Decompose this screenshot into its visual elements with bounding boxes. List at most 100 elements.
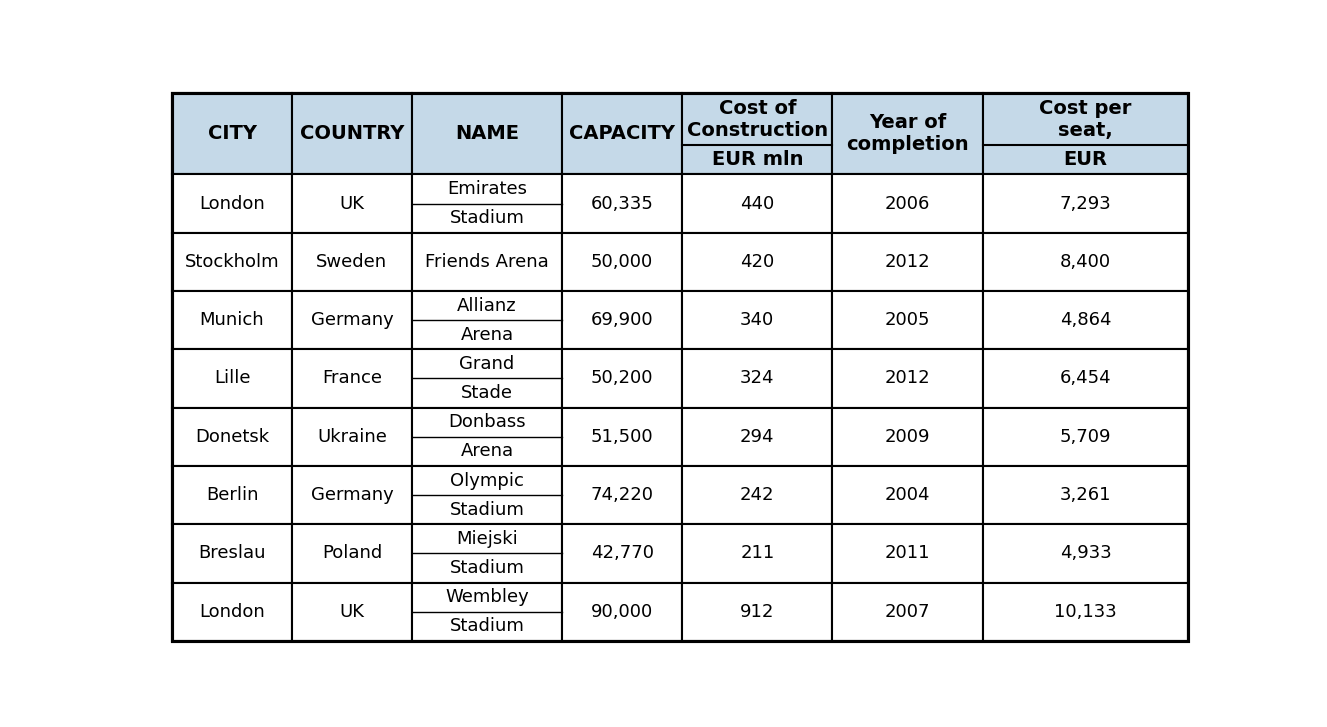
Bar (173, 350, 292, 408)
Bar (983, 582, 1188, 641)
Text: 51,500: 51,500 (591, 427, 653, 446)
Bar (682, 233, 832, 291)
Bar (411, 524, 563, 582)
Text: Grand: Grand (459, 355, 515, 373)
Bar (682, 466, 832, 524)
Text: 7,293: 7,293 (1059, 195, 1111, 212)
Bar (411, 291, 563, 350)
Bar (682, 93, 832, 174)
Text: Stade: Stade (460, 384, 514, 402)
Text: Arena: Arena (460, 326, 514, 344)
Text: London: London (199, 603, 265, 621)
Text: Poland: Poland (321, 545, 382, 563)
Bar (411, 350, 563, 408)
Text: Donbass: Donbass (449, 413, 525, 431)
Text: 8,400: 8,400 (1060, 253, 1111, 271)
Bar (292, 291, 411, 350)
Bar (832, 350, 983, 408)
Text: UK: UK (340, 195, 365, 212)
Text: COUNTRY: COUNTRY (300, 124, 405, 143)
Bar (173, 291, 292, 350)
Bar (682, 408, 832, 466)
Text: Stadium: Stadium (450, 559, 524, 577)
Bar (563, 408, 682, 466)
Text: Ukraine: Ukraine (317, 427, 387, 446)
Text: 2012: 2012 (885, 253, 930, 271)
Bar (173, 524, 292, 582)
Text: Donetsk: Donetsk (195, 427, 269, 446)
Bar (983, 233, 1188, 291)
Bar (563, 466, 682, 524)
Text: 324: 324 (740, 369, 775, 387)
Bar (411, 466, 563, 524)
Text: 211: 211 (740, 545, 775, 563)
Text: Cost of
Construction: Cost of Construction (687, 99, 828, 140)
Bar (411, 582, 563, 641)
Text: 4,864: 4,864 (1060, 311, 1111, 329)
Text: Friends Arena: Friends Arena (425, 253, 549, 271)
Text: London: London (199, 195, 265, 212)
Bar (563, 291, 682, 350)
Text: 2007: 2007 (885, 603, 930, 621)
Text: Germany: Germany (311, 486, 393, 504)
Text: 294: 294 (740, 427, 775, 446)
Text: Cost per
seat,: Cost per seat, (1039, 99, 1132, 140)
Bar (682, 291, 832, 350)
Bar (173, 174, 292, 233)
Text: Allianz: Allianz (458, 297, 516, 315)
Text: Lille: Lille (214, 369, 251, 387)
Bar (173, 466, 292, 524)
Text: Year of
completion: Year of completion (847, 113, 969, 154)
Text: Stadium: Stadium (450, 617, 524, 635)
Bar (411, 174, 563, 233)
Bar (292, 350, 411, 408)
Bar (411, 233, 563, 291)
Text: 420: 420 (740, 253, 775, 271)
Text: CITY: CITY (207, 124, 256, 143)
Bar (682, 524, 832, 582)
Bar (682, 350, 832, 408)
Text: 4,933: 4,933 (1059, 545, 1111, 563)
Text: Breslau: Breslau (198, 545, 265, 563)
Text: Sweden: Sweden (316, 253, 387, 271)
Bar (563, 93, 682, 174)
Bar (173, 408, 292, 466)
Bar (563, 524, 682, 582)
Text: EUR mln: EUR mln (711, 150, 803, 169)
Text: Berlin: Berlin (206, 486, 259, 504)
Bar (563, 174, 682, 233)
Text: 69,900: 69,900 (591, 311, 653, 329)
Text: 2011: 2011 (885, 545, 930, 563)
Bar (832, 524, 983, 582)
Text: Stockholm: Stockholm (184, 253, 279, 271)
Bar (292, 466, 411, 524)
Text: France: France (322, 369, 382, 387)
Bar (832, 93, 983, 174)
Bar (983, 408, 1188, 466)
Bar (411, 408, 563, 466)
Text: EUR: EUR (1063, 150, 1108, 169)
Text: Wembley: Wembley (445, 588, 529, 606)
Bar (292, 174, 411, 233)
Bar (983, 524, 1188, 582)
Text: 50,200: 50,200 (591, 369, 653, 387)
Bar (292, 233, 411, 291)
Text: 2005: 2005 (885, 311, 930, 329)
Text: 74,220: 74,220 (591, 486, 654, 504)
Bar (292, 524, 411, 582)
Bar (832, 291, 983, 350)
Bar (411, 93, 563, 174)
Text: Stadium: Stadium (450, 501, 524, 518)
Bar (682, 174, 832, 233)
Bar (292, 93, 411, 174)
Text: 3,261: 3,261 (1060, 486, 1111, 504)
Text: 2006: 2006 (885, 195, 930, 212)
Text: 2004: 2004 (885, 486, 930, 504)
Bar (563, 350, 682, 408)
Text: NAME: NAME (455, 124, 519, 143)
Text: 2009: 2009 (885, 427, 930, 446)
Bar (983, 291, 1188, 350)
Bar (292, 408, 411, 466)
Bar (983, 466, 1188, 524)
Text: 50,000: 50,000 (591, 253, 653, 271)
